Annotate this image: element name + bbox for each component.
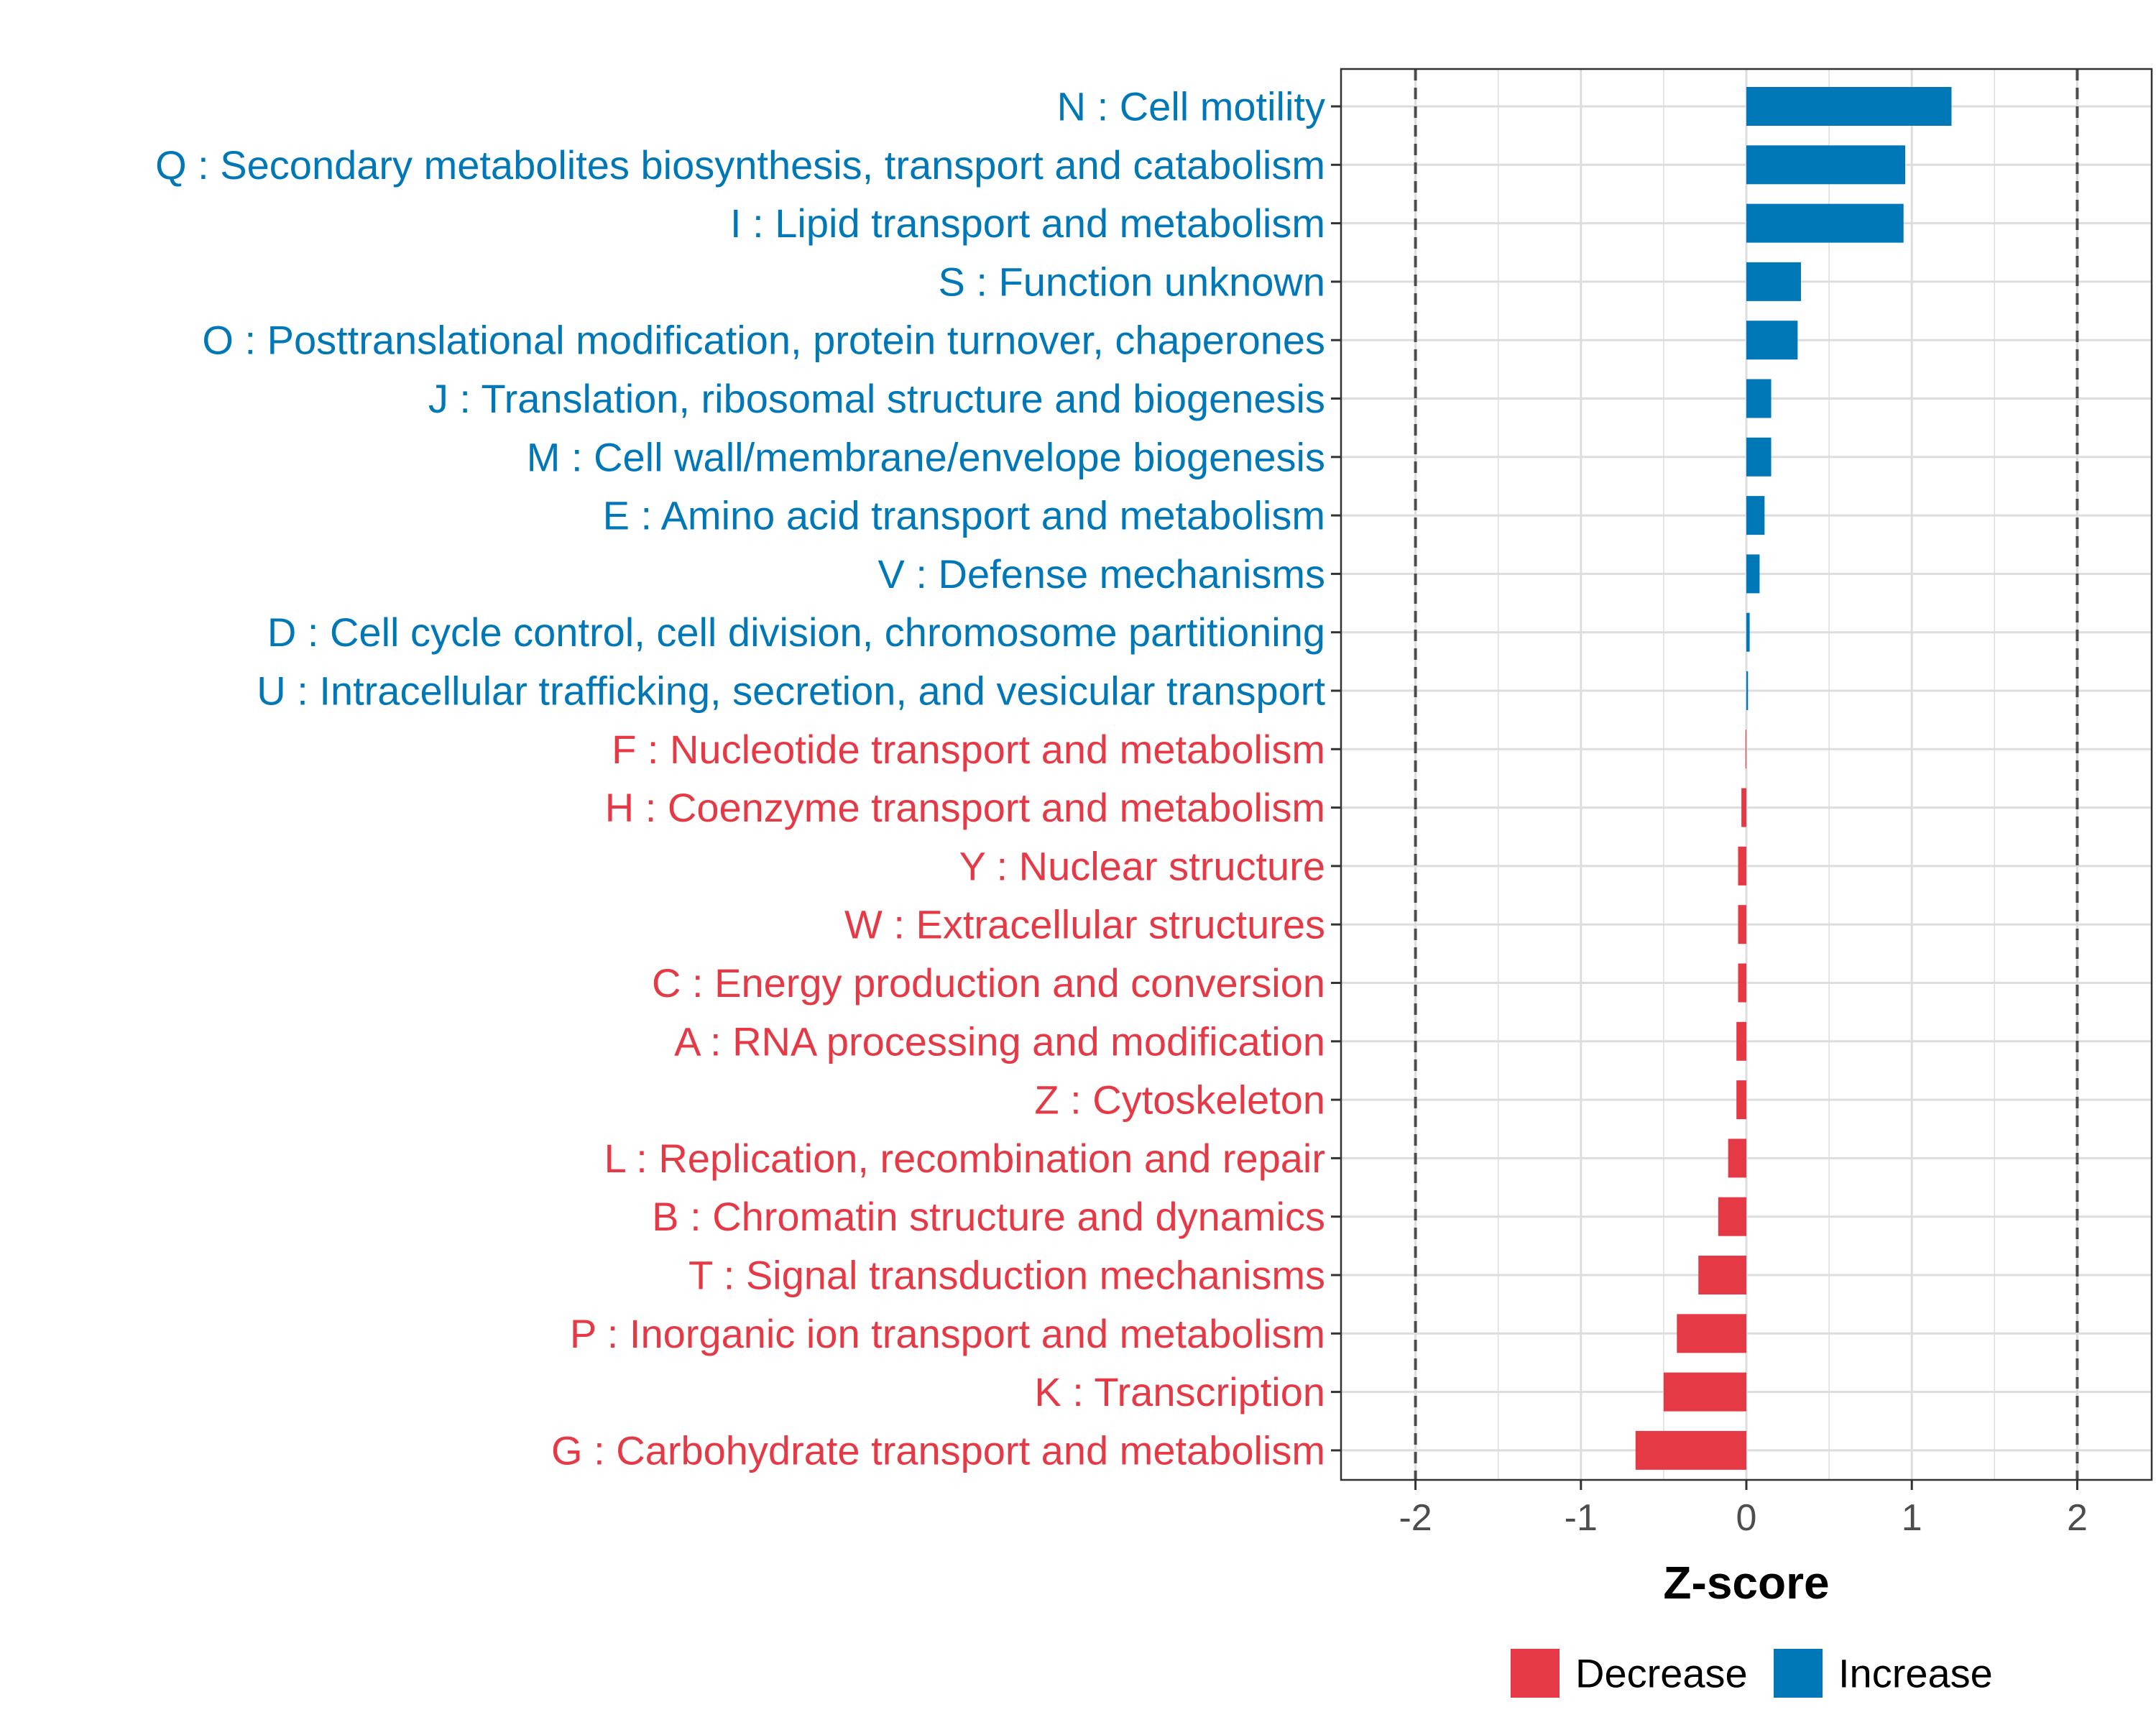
x-axis-ticks [1414,1480,2078,1490]
category-label: C : Energy production and conversion [652,960,1325,1006]
category-label: P : Inorganic ion transport and metaboli… [570,1311,1325,1356]
x-axis-tick-labels: -2 -1 0 1 2 [1399,1497,2087,1539]
bar [1677,1314,1746,1353]
bars [1635,87,1952,1470]
category-label: Q : Secondary metabolites biosynthesis, … [155,142,1325,188]
category-label: D : Cell cycle control, cell division, c… [267,610,1325,655]
bar [1746,203,1904,243]
category-label: G : Carbohydrate transport and metabolis… [551,1427,1325,1473]
legend-label: Increase [1838,1651,1993,1696]
bar [1746,87,1952,126]
x-tick-label: 2 [2067,1497,2088,1539]
bar [1746,671,1749,710]
category-label: B : Chromatin structure and dynamics [652,1194,1325,1239]
legend-swatch [1511,1649,1560,1698]
category-label: Z : Cytoskeleton [1034,1077,1325,1123]
category-label: H : Coenzyme transport and metabolism [605,785,1325,830]
legend-label: Decrease [1575,1651,1748,1696]
x-tick-label: -2 [1399,1497,1432,1539]
category-label: V : Defense mechanisms [878,551,1325,597]
bar [1698,1256,1746,1294]
x-tick-label: 0 [1736,1497,1757,1539]
bar [1738,846,1746,886]
category-label: S : Function unknown [938,259,1325,304]
x-axis-title: Z-score [1663,1557,1829,1609]
legend: Decrease Increase [1511,1649,1993,1698]
category-label: W : Extracellular structures [844,902,1325,947]
bar [1746,379,1772,418]
bar [1746,145,1905,185]
y-axis-category-labels: N : Cell motility Q : Secondary metabolit… [155,84,1325,1473]
x-tick-label: 1 [1902,1497,1922,1539]
bar [1741,788,1746,827]
bar [1746,262,1801,301]
category-label: T : Signal transduction mechanisms [688,1253,1325,1298]
category-label: F : Nucleotide transport and metabolism [612,727,1325,772]
bar [1746,554,1760,594]
category-label: A : RNA processing and modification [674,1018,1325,1064]
category-label: M : Cell wall/membrane/envelope biogenes… [527,434,1325,479]
bar [1746,496,1765,535]
reference-lines [1414,69,2079,1480]
category-label: O : Posttranslational modification, prot… [202,318,1325,363]
category-label: K : Transcription [1034,1369,1325,1414]
category-label: L : Replication, recombination and repai… [604,1136,1325,1181]
bar [1746,321,1798,360]
legend-swatch [1774,1649,1823,1698]
category-label: J : Translation, ribosomal structure and… [428,376,1325,421]
y-axis-ticks [1331,105,1341,1452]
category-label: Y : Nuclear structure [959,843,1325,888]
bar [1738,905,1746,944]
bar [1746,612,1750,652]
bar [1738,963,1746,1003]
category-label: I : Lipid transport and metabolism [730,201,1325,246]
bar [1746,437,1772,477]
bar [1663,1372,1746,1412]
x-tick-label: -1 [1565,1497,1598,1539]
category-label: U : Intracellular trafficking, secretion… [257,668,1325,714]
bar [1728,1138,1746,1178]
category-label: N : Cell motility [1057,84,1325,129]
bar [1736,1021,1746,1061]
bar [1718,1197,1746,1236]
bar [1736,1080,1746,1120]
category-label: E : Amino acid transport and metabolism [603,493,1325,538]
bar [1635,1430,1746,1470]
